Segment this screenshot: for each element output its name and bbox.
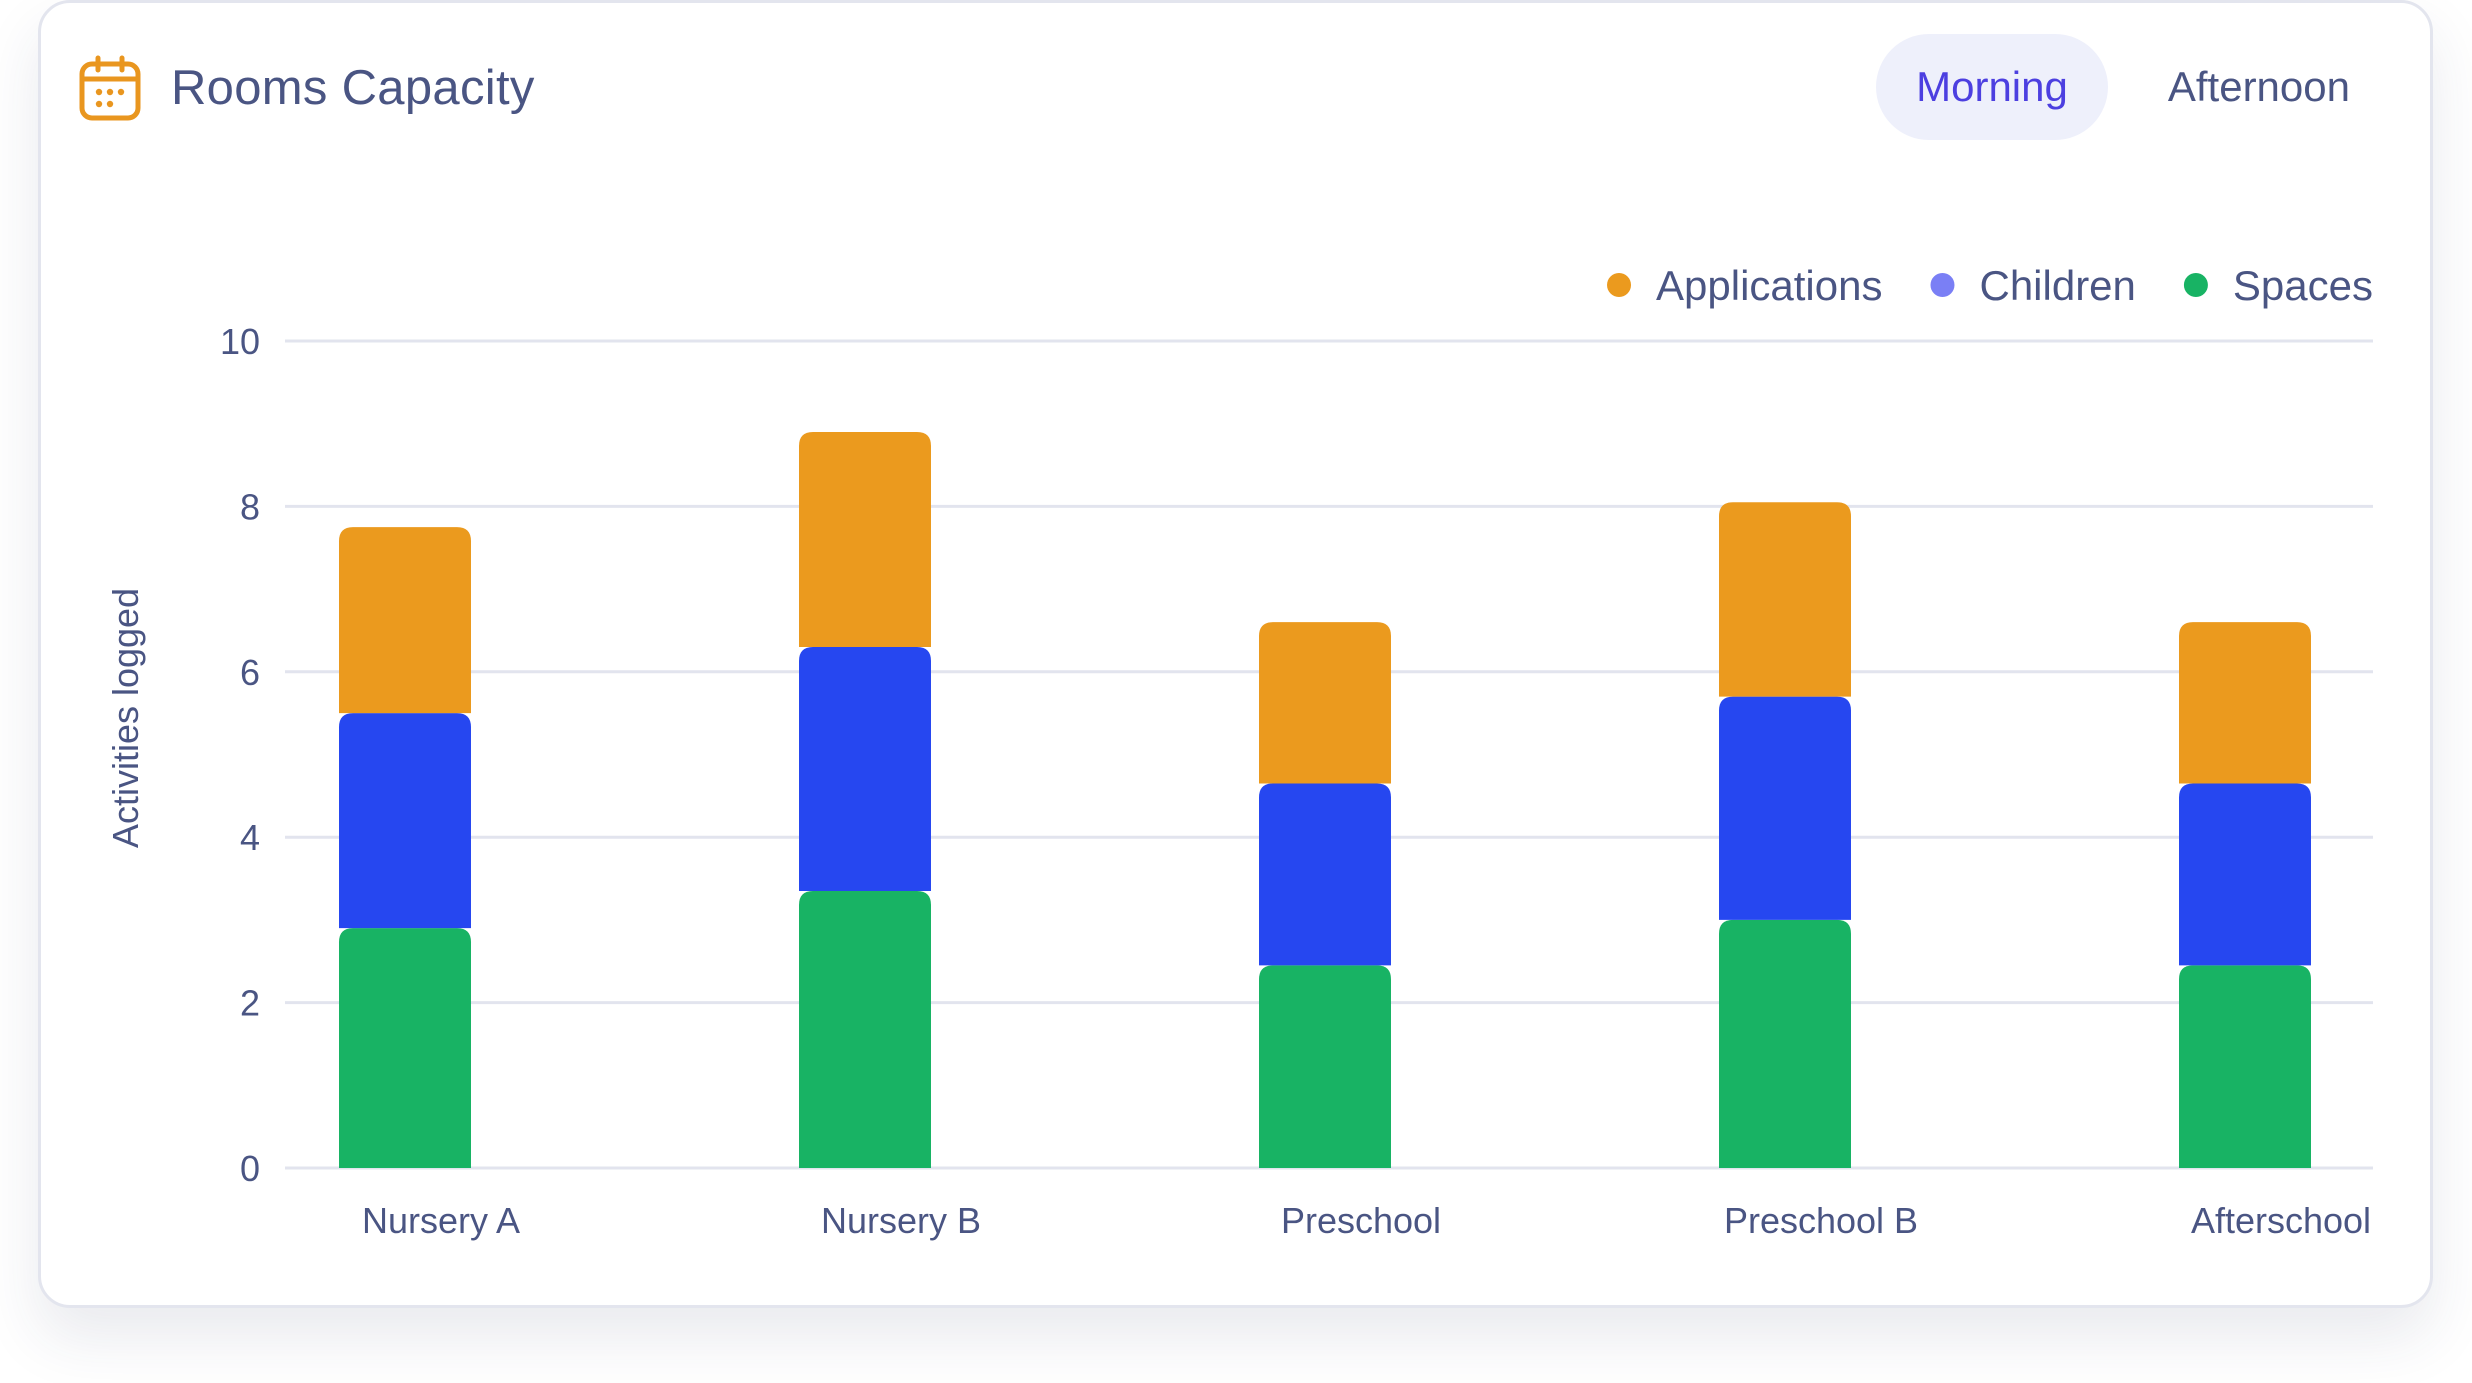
bar-segment-spaces[interactable] bbox=[1259, 965, 1391, 1168]
legend-item-spaces[interactable]: Spaces bbox=[2183, 262, 2373, 309]
bar-segment-spaces[interactable] bbox=[2179, 965, 2311, 1168]
bar-segment-applications[interactable] bbox=[799, 431, 931, 647]
x-axis: Nursery A Nursery B Preschool Preschool B Af… bbox=[362, 1200, 2371, 1241]
card-header: Rooms Capacity bbox=[79, 55, 535, 121]
y-tick-label: 8 bbox=[240, 486, 260, 527]
y-tick-label: 4 bbox=[240, 817, 260, 858]
time-of-day-tabs: Morning Afternoon bbox=[1876, 34, 2390, 140]
bar-segment-spaces[interactable] bbox=[339, 928, 471, 1168]
legend-label: Spaces bbox=[2233, 262, 2373, 309]
legend-marker bbox=[2183, 273, 2208, 297]
bar-segment-children[interactable] bbox=[1259, 783, 1391, 966]
legend-label: Applications bbox=[1656, 262, 1882, 309]
bar-segment-applications[interactable] bbox=[2179, 622, 2311, 784]
y-tick-label: 0 bbox=[240, 1148, 260, 1189]
y-axis-label: Activities logged bbox=[105, 588, 146, 848]
bars bbox=[339, 431, 2311, 1168]
calendar-icon bbox=[79, 55, 141, 121]
bar-segment-children[interactable] bbox=[339, 713, 471, 929]
legend-label: Children bbox=[1979, 262, 2135, 309]
bar-segment-applications[interactable] bbox=[1259, 622, 1391, 784]
legend-item-children[interactable]: Children bbox=[1930, 262, 2136, 309]
bar-segment-spaces[interactable] bbox=[799, 890, 931, 1168]
tab-afternoon[interactable]: Afternoon bbox=[2167, 63, 2350, 110]
x-tick-label: Afterschool bbox=[2191, 1200, 2371, 1241]
card-title: Rooms Capacity bbox=[171, 61, 535, 115]
bar-segment-applications[interactable] bbox=[339, 527, 471, 714]
y-tick-label: 2 bbox=[240, 983, 260, 1024]
bar-segment-applications[interactable] bbox=[1719, 502, 1851, 697]
x-tick-label: Preschool B bbox=[1724, 1200, 1918, 1241]
y-tick-label: 10 bbox=[220, 321, 260, 362]
x-tick-label: Nursery B bbox=[821, 1200, 981, 1241]
legend-marker bbox=[1607, 273, 1632, 297]
legend: Applications Children Spaces bbox=[1607, 262, 2373, 309]
x-tick-label: Preschool bbox=[1281, 1200, 1441, 1241]
y-axis: 0 2 4 6 8 10 bbox=[220, 321, 260, 1189]
bar-segment-children[interactable] bbox=[1719, 696, 1851, 920]
tab-morning[interactable]: Morning bbox=[1876, 34, 2108, 140]
legend-item-applications[interactable]: Applications bbox=[1607, 262, 1882, 309]
bar-segment-spaces[interactable] bbox=[1719, 919, 1851, 1168]
legend-marker bbox=[1930, 273, 1955, 297]
bar-segment-children[interactable] bbox=[799, 646, 931, 891]
x-tick-label: Nursery A bbox=[362, 1200, 520, 1241]
y-tick-label: 6 bbox=[240, 652, 260, 693]
bar-segment-children[interactable] bbox=[2179, 783, 2311, 966]
